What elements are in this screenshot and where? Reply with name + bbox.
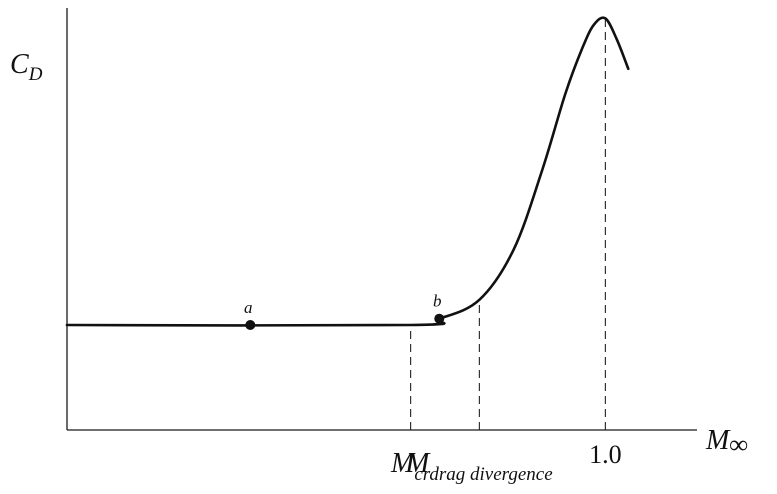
x-axis-label-sub: ∞ bbox=[729, 430, 748, 459]
x-tick-label-main-1: M bbox=[405, 448, 431, 479]
point-label-a: a bbox=[244, 298, 253, 317]
y-axis-label-sub: D bbox=[28, 64, 43, 85]
x-tick-label-sub-0: cr bbox=[414, 464, 430, 485]
drag-curve-0 bbox=[65, 16, 630, 327]
x-tick-label-0: Mcr bbox=[390, 448, 431, 485]
y-axis-label-main: C bbox=[10, 49, 29, 80]
x-axis-label-main: M bbox=[705, 425, 731, 456]
curve-group bbox=[65, 16, 630, 327]
x-tick-label-sub-1: drag divergence bbox=[429, 464, 552, 485]
axes bbox=[66, 8, 697, 431]
point-a bbox=[245, 320, 256, 330]
reference-lines bbox=[410, 18, 606, 430]
x-tick-label-main-0: M bbox=[390, 448, 416, 479]
point-b bbox=[434, 313, 445, 324]
point-label-b: b bbox=[433, 292, 442, 311]
y-axis-label: CD bbox=[10, 49, 43, 85]
x-axis-label: M∞ bbox=[705, 425, 748, 459]
x-tick-label-2: 1.0 bbox=[589, 440, 622, 469]
x-tick-label-1: Mdrag divergence bbox=[405, 448, 553, 485]
axis-labels: CD M∞ bbox=[10, 49, 748, 459]
